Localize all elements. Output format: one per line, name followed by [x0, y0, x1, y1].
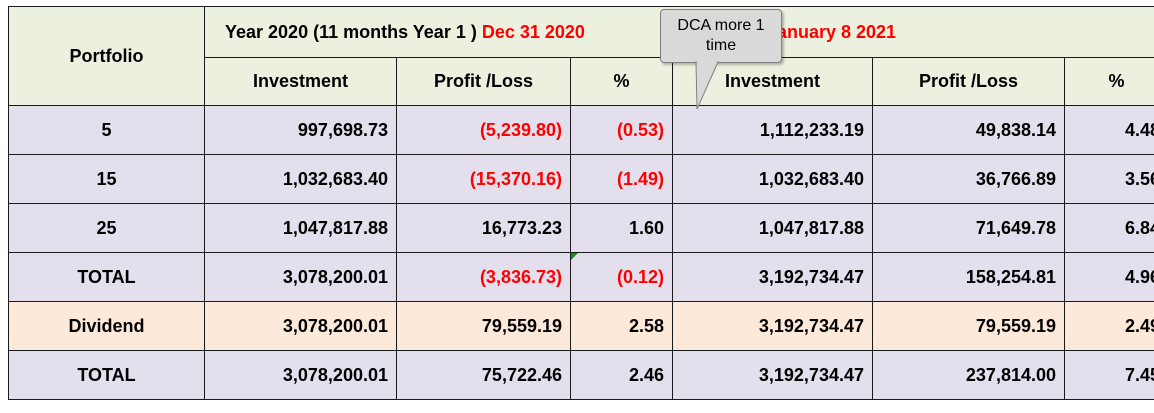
percent-cell[interactable]: 7.45 — [1063, 350, 1154, 400]
investment-cell[interactable]: 3,078,200.01 — [204, 301, 397, 351]
investment-cell[interactable]: 997,698.73 — [204, 105, 397, 155]
investment-cell[interactable]: 3,192,734.47 — [672, 252, 873, 302]
col-header-profit-loss-2[interactable]: Profit /Loss — [872, 57, 1065, 106]
profit-loss-cell[interactable]: (3,836.73) — [396, 252, 571, 302]
table-row: 15 1,032,683.40 (15,370.16) (1.49) 1,032… — [8, 154, 1154, 204]
percent-cell[interactable]: 3.56 — [1063, 154, 1154, 204]
percent-cell[interactable]: 2.46 — [570, 350, 673, 400]
year-label: Year 2020 (11 months Year 1 ) — [225, 21, 477, 42]
investment-cell[interactable]: 3,192,734.47 — [672, 350, 873, 400]
percent-cell[interactable]: 1.60 — [570, 203, 673, 253]
callout-line-2: time — [705, 37, 737, 54]
investment-cell[interactable]: 1,047,817.88 — [672, 203, 873, 253]
profit-loss-cell[interactable]: 16,773.23 — [396, 203, 571, 253]
percent-cell[interactable]: (0.53) — [570, 105, 673, 155]
portfolio-cell[interactable]: 15 — [8, 154, 205, 204]
investment-cell[interactable]: 1,047,817.88 — [204, 203, 397, 253]
percent-cell[interactable]: 4.48 — [1063, 105, 1154, 155]
dca-callout[interactable]: DCA more 1 time — [660, 9, 782, 63]
profit-loss-cell[interactable]: 158,254.81 — [872, 252, 1065, 302]
investment-cell[interactable]: 1,032,683.40 — [672, 154, 873, 204]
portfolio-table: Portfolio Year 2020 (11 months Year 1 ) … — [8, 6, 1154, 400]
profit-loss-cell[interactable]: (5,239.80) — [396, 105, 571, 155]
investment-cell[interactable]: 3,078,200.01 — [204, 350, 397, 400]
profit-loss-cell[interactable]: 237,814.00 — [872, 350, 1065, 400]
investment-cell[interactable]: 3,192,734.47 — [672, 301, 873, 351]
percent-cell[interactable]: 2.58 — [570, 301, 673, 351]
investment-cell[interactable]: 1,112,233.19 — [672, 105, 873, 155]
table-row: 5 997,698.73 (5,239.80) (0.53) 1,112,233… — [8, 105, 1154, 155]
percent-cell[interactable]: (1.49) — [570, 154, 673, 204]
percent-cell[interactable]: (0.12) — [570, 252, 673, 302]
col-header-profit-loss-1[interactable]: Profit /Loss — [396, 57, 571, 106]
table-row: Dividend 3,078,200.01 79,559.19 2.58 3,1… — [8, 301, 1154, 351]
table-row: TOTAL 3,078,200.01 (3,836.73) (0.12) 3,1… — [8, 252, 1154, 302]
dec-date-label: Dec 31 2020 — [481, 21, 585, 42]
profit-loss-cell[interactable]: 36,766.89 — [872, 154, 1065, 204]
portfolio-cell[interactable]: TOTAL — [8, 252, 205, 302]
percent-cell[interactable]: 2.49 — [1063, 301, 1154, 351]
profit-loss-cell[interactable]: 79,559.19 — [396, 301, 571, 351]
percent-cell[interactable]: 4.96 — [1063, 252, 1154, 302]
col-header-percent-1[interactable]: % — [570, 57, 673, 106]
portfolio-cell[interactable]: 25 — [8, 203, 205, 253]
col-header-percent-2[interactable]: % — [1063, 57, 1154, 106]
portfolio-header-cell[interactable]: Portfolio — [8, 6, 205, 106]
profit-loss-cell[interactable]: 75,722.46 — [396, 350, 571, 400]
profit-loss-cell[interactable]: 71,649.78 — [872, 203, 1065, 253]
investment-cell[interactable]: 3,078,200.01 — [204, 252, 397, 302]
portfolio-cell[interactable]: Dividend — [8, 301, 205, 351]
portfolio-header: Portfolio — [69, 45, 144, 66]
callout-pointer-icon — [695, 61, 719, 110]
portfolio-cell[interactable]: TOTAL — [8, 350, 205, 400]
table-row: 25 1,047,817.88 16,773.23 1.60 1,047,817… — [8, 203, 1154, 253]
investment-cell[interactable]: 1,032,683.40 — [204, 154, 397, 204]
percent-cell[interactable]: 6.84 — [1063, 203, 1154, 253]
table-row: TOTAL 3,078,200.01 75,722.46 2.46 3,192,… — [8, 350, 1154, 400]
profit-loss-cell[interactable]: 79,559.19 — [872, 301, 1065, 351]
callout-line-1: DCA more 1 — [677, 17, 765, 34]
col-header-investment-1[interactable]: Investment — [204, 57, 397, 106]
profit-loss-cell[interactable]: (15,370.16) — [396, 154, 571, 204]
portfolio-cell[interactable]: 5 — [8, 105, 205, 155]
profit-loss-cell[interactable]: 49,838.14 — [872, 105, 1065, 155]
